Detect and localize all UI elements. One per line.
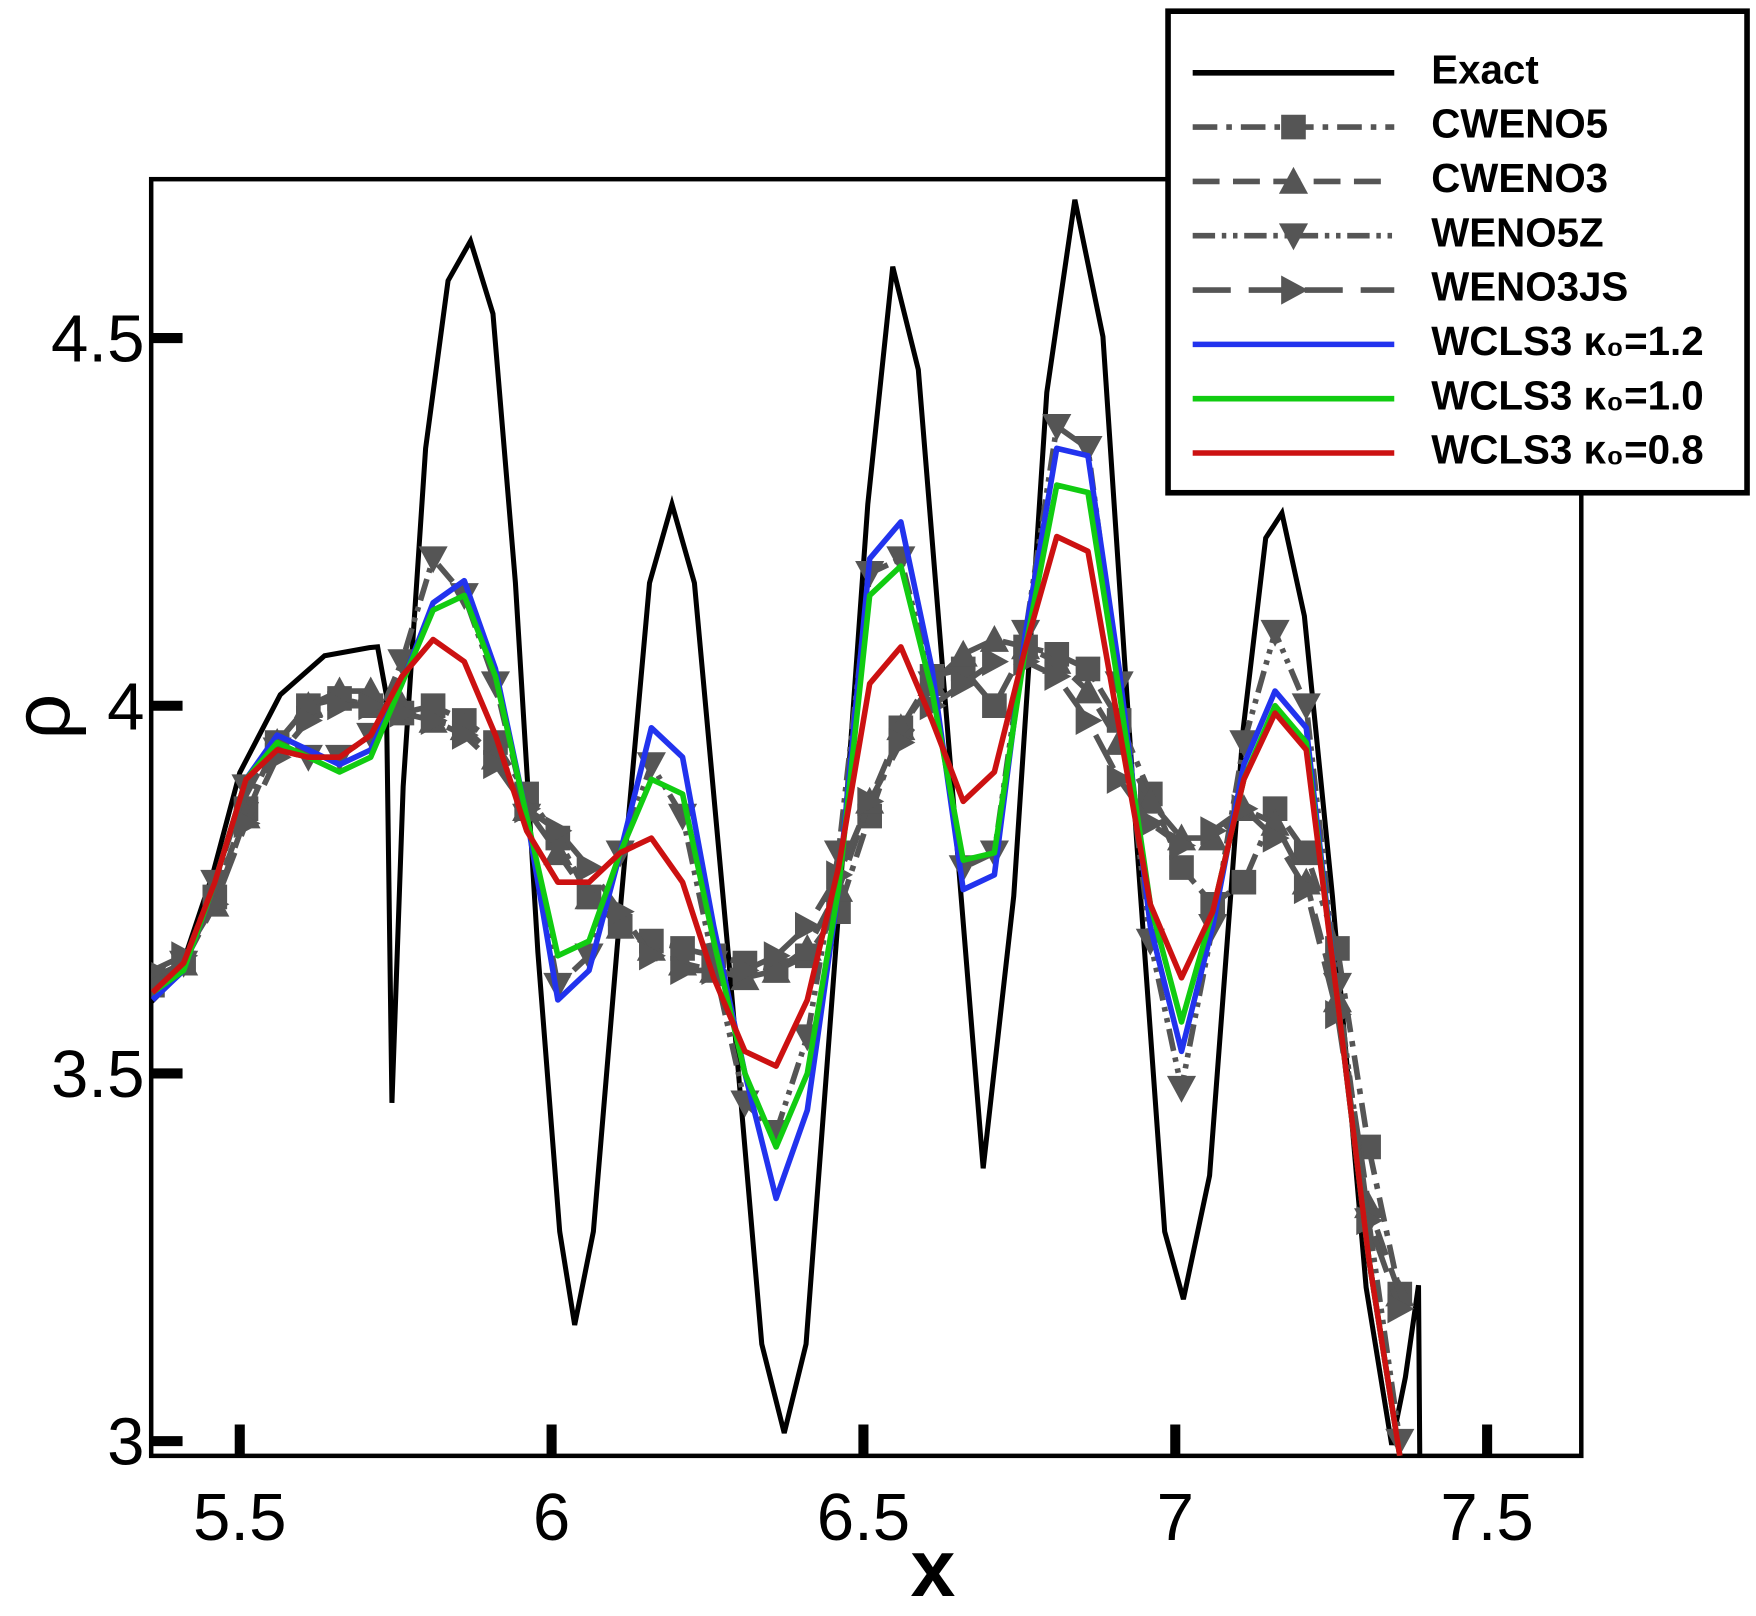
marker — [732, 955, 760, 986]
marker — [1291, 693, 1321, 721]
marker — [1387, 1294, 1415, 1324]
marker — [1231, 869, 1257, 895]
exact-line — [151, 199, 1423, 1456]
legend-label: WENO3JS — [1431, 265, 1628, 310]
legend-box — [1165, 8, 1750, 496]
marker — [982, 647, 1009, 677]
marker — [1073, 436, 1103, 463]
marker — [857, 786, 885, 816]
marker — [950, 669, 978, 699]
marker — [948, 639, 978, 667]
legend-label: WCLS3 κ₀=0.8 — [1431, 428, 1703, 473]
marker — [296, 705, 323, 736]
marker — [1169, 855, 1194, 880]
marker — [420, 705, 448, 736]
y-tick-label: 4 — [107, 669, 144, 744]
marker — [763, 941, 791, 971]
marker — [483, 750, 511, 780]
marker — [451, 720, 479, 750]
marker — [792, 933, 822, 961]
y-tick-label: 3 — [107, 1405, 144, 1480]
series-line — [151, 445, 1403, 1456]
marker — [639, 941, 666, 971]
marker — [888, 727, 916, 758]
marker — [670, 936, 695, 961]
x-tick-label: 5.5 — [193, 1480, 286, 1555]
marker — [1166, 1075, 1197, 1103]
marker — [1229, 730, 1259, 758]
marker — [1293, 875, 1321, 905]
marker — [389, 698, 417, 728]
marker — [576, 852, 604, 883]
legend-label: WCLS3 κ₀=1.2 — [1431, 319, 1703, 364]
marker — [358, 691, 386, 721]
marker — [1138, 808, 1165, 838]
legend-marker — [1278, 223, 1309, 251]
marker — [794, 911, 822, 941]
marker — [1042, 413, 1072, 441]
marker — [1075, 656, 1101, 682]
marker — [948, 855, 978, 883]
plot-area — [151, 199, 1423, 1456]
marker — [327, 691, 355, 721]
marker — [574, 882, 604, 910]
marker — [1293, 840, 1319, 866]
marker — [1044, 661, 1072, 691]
axes: 5.5 6 6.5 7 7.5 3 3.5 4 4.5 — [51, 302, 1534, 1555]
marker — [1169, 830, 1197, 861]
marker — [1200, 816, 1228, 846]
x-tick-label: 7 — [1157, 1480, 1194, 1555]
legend-label: WENO5Z — [1431, 210, 1603, 255]
marker — [670, 955, 698, 986]
marker — [543, 838, 573, 866]
legend-label: Exact — [1431, 47, 1539, 92]
series-line — [151, 533, 1403, 1456]
legend: Exact CWENO5 CWENO3 WENO5Z WENO3JS WCLS3 κ₀=1… — [1165, 8, 1750, 496]
marker — [418, 546, 448, 574]
legend-label: CWENO5 — [1431, 102, 1608, 147]
marker — [387, 649, 417, 677]
marker — [233, 808, 261, 838]
legend-marker — [1281, 114, 1306, 140]
legend-marker — [1278, 166, 1309, 194]
marker — [1260, 619, 1290, 647]
legend-marker — [1281, 275, 1309, 305]
y-tick-label: 3.5 — [51, 1037, 144, 1112]
x-tick-label: 6 — [533, 1480, 570, 1555]
marker — [1262, 823, 1290, 853]
legend-label: CWENO3 — [1431, 156, 1608, 201]
marker — [1135, 786, 1165, 814]
marker — [761, 955, 791, 983]
marker — [1075, 705, 1103, 736]
y-axis-label: ρ — [0, 694, 87, 740]
marker — [605, 911, 635, 939]
x-axis-label: x — [910, 1524, 955, 1614]
marker — [979, 624, 1009, 652]
legend-label: WCLS3 κ₀=1.0 — [1431, 373, 1703, 418]
marker — [982, 693, 1007, 719]
marker — [545, 816, 573, 846]
marker — [151, 961, 167, 980]
x-tick-label: 6.5 — [817, 1480, 910, 1555]
y-tick-label: 4.5 — [51, 302, 144, 377]
series-line — [151, 482, 1403, 1456]
x-tick-label: 7.5 — [1440, 1480, 1533, 1555]
marker — [607, 897, 635, 927]
marker — [1262, 796, 1288, 822]
marker — [1073, 676, 1103, 704]
marker — [1106, 764, 1134, 794]
